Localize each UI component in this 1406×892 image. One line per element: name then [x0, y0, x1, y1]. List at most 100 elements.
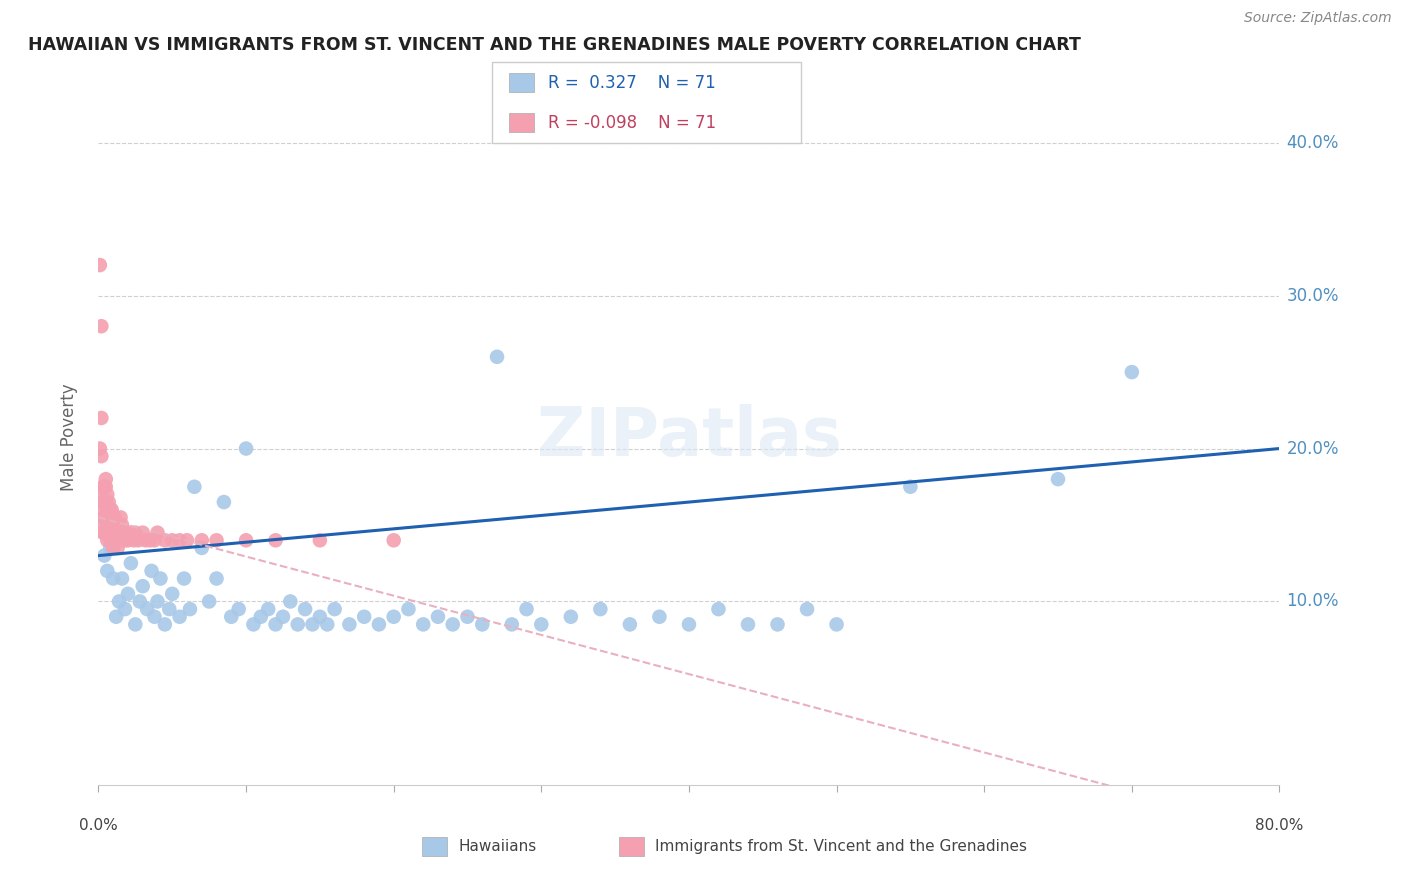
Text: ZIPatlas: ZIPatlas: [537, 404, 841, 470]
Point: [191, 541, 214, 555]
Point: [90, 449, 112, 463]
Point: [139, 533, 162, 548]
Point: [93, 480, 115, 494]
Point: [287, 617, 309, 632]
Point: [427, 609, 450, 624]
Text: HAWAIIAN VS IMMIGRANTS FROM ST. VINCENT AND THE GRENADINES MALE POVERTY CORRELAT: HAWAIIAN VS IMMIGRANTS FROM ST. VINCENT …: [28, 36, 1081, 54]
Point: [114, 533, 136, 548]
Point: [135, 533, 157, 548]
Point: [115, 525, 138, 540]
Point: [648, 609, 671, 624]
Point: [412, 617, 434, 632]
Point: [382, 609, 405, 624]
Point: [132, 525, 155, 540]
Point: [153, 617, 176, 632]
Text: 0.0%: 0.0%: [79, 818, 118, 832]
Point: [382, 533, 405, 548]
Point: [173, 572, 195, 586]
Point: [471, 617, 494, 632]
Point: [301, 617, 323, 632]
Point: [146, 525, 169, 540]
Point: [396, 602, 419, 616]
Point: [219, 609, 242, 624]
Point: [169, 609, 191, 624]
Point: [120, 556, 142, 570]
Point: [242, 617, 264, 632]
Point: [560, 609, 582, 624]
Point: [176, 533, 198, 548]
Point: [110, 525, 132, 540]
Point: [90, 487, 112, 501]
Point: [112, 525, 135, 540]
Point: [124, 525, 146, 540]
Point: [141, 564, 163, 578]
Point: [146, 594, 169, 608]
Point: [108, 594, 131, 608]
Point: [110, 510, 132, 524]
Point: [900, 480, 922, 494]
Point: [93, 495, 115, 509]
Point: [825, 617, 848, 632]
Point: [271, 609, 294, 624]
Point: [205, 533, 228, 548]
Point: [96, 533, 118, 548]
Point: [94, 495, 117, 509]
Point: [162, 587, 183, 601]
Point: [89, 258, 111, 272]
Point: [98, 502, 121, 516]
Text: Immigrants from St. Vincent and the Grenadines: Immigrants from St. Vincent and the Gren…: [655, 839, 1028, 854]
Point: [198, 594, 221, 608]
Point: [100, 533, 122, 548]
Point: [120, 525, 142, 540]
Point: [766, 617, 789, 632]
Point: [96, 518, 118, 533]
Point: [100, 518, 122, 533]
Y-axis label: Male Poverty: Male Poverty: [59, 384, 77, 491]
Point: [103, 525, 125, 540]
Point: [323, 602, 346, 616]
Point: [205, 572, 228, 586]
Text: 30.0%: 30.0%: [1286, 286, 1339, 305]
Point: [737, 617, 759, 632]
Point: [111, 533, 134, 548]
Point: [107, 525, 129, 540]
Point: [530, 617, 553, 632]
Point: [678, 617, 700, 632]
Point: [264, 617, 287, 632]
Point: [93, 510, 115, 524]
Point: [456, 609, 478, 624]
Point: [515, 602, 537, 616]
Point: [93, 549, 115, 563]
Text: 20.0%: 20.0%: [1286, 440, 1339, 458]
Text: 10.0%: 10.0%: [1286, 592, 1339, 610]
Point: [108, 525, 131, 540]
Point: [90, 319, 112, 334]
Point: [353, 609, 375, 624]
Point: [91, 480, 114, 494]
Point: [104, 510, 127, 524]
Text: 40.0%: 40.0%: [1286, 134, 1339, 152]
Text: Hawaiians: Hawaiians: [458, 839, 537, 854]
Point: [316, 617, 339, 632]
Point: [1121, 365, 1143, 379]
Point: [114, 602, 136, 616]
Point: [228, 602, 250, 616]
Point: [368, 617, 391, 632]
Point: [235, 533, 257, 548]
Point: [107, 541, 129, 555]
Point: [94, 480, 117, 494]
Point: [97, 495, 120, 509]
Point: [619, 617, 641, 632]
Point: [91, 502, 114, 516]
Point: [162, 533, 183, 548]
Point: [96, 564, 118, 578]
Point: [100, 502, 122, 516]
Point: [97, 525, 120, 540]
Point: [96, 487, 118, 501]
Point: [89, 518, 111, 533]
Point: [309, 609, 332, 624]
Point: [97, 510, 120, 524]
Point: [94, 525, 117, 540]
Point: [796, 602, 818, 616]
Point: [105, 533, 128, 548]
